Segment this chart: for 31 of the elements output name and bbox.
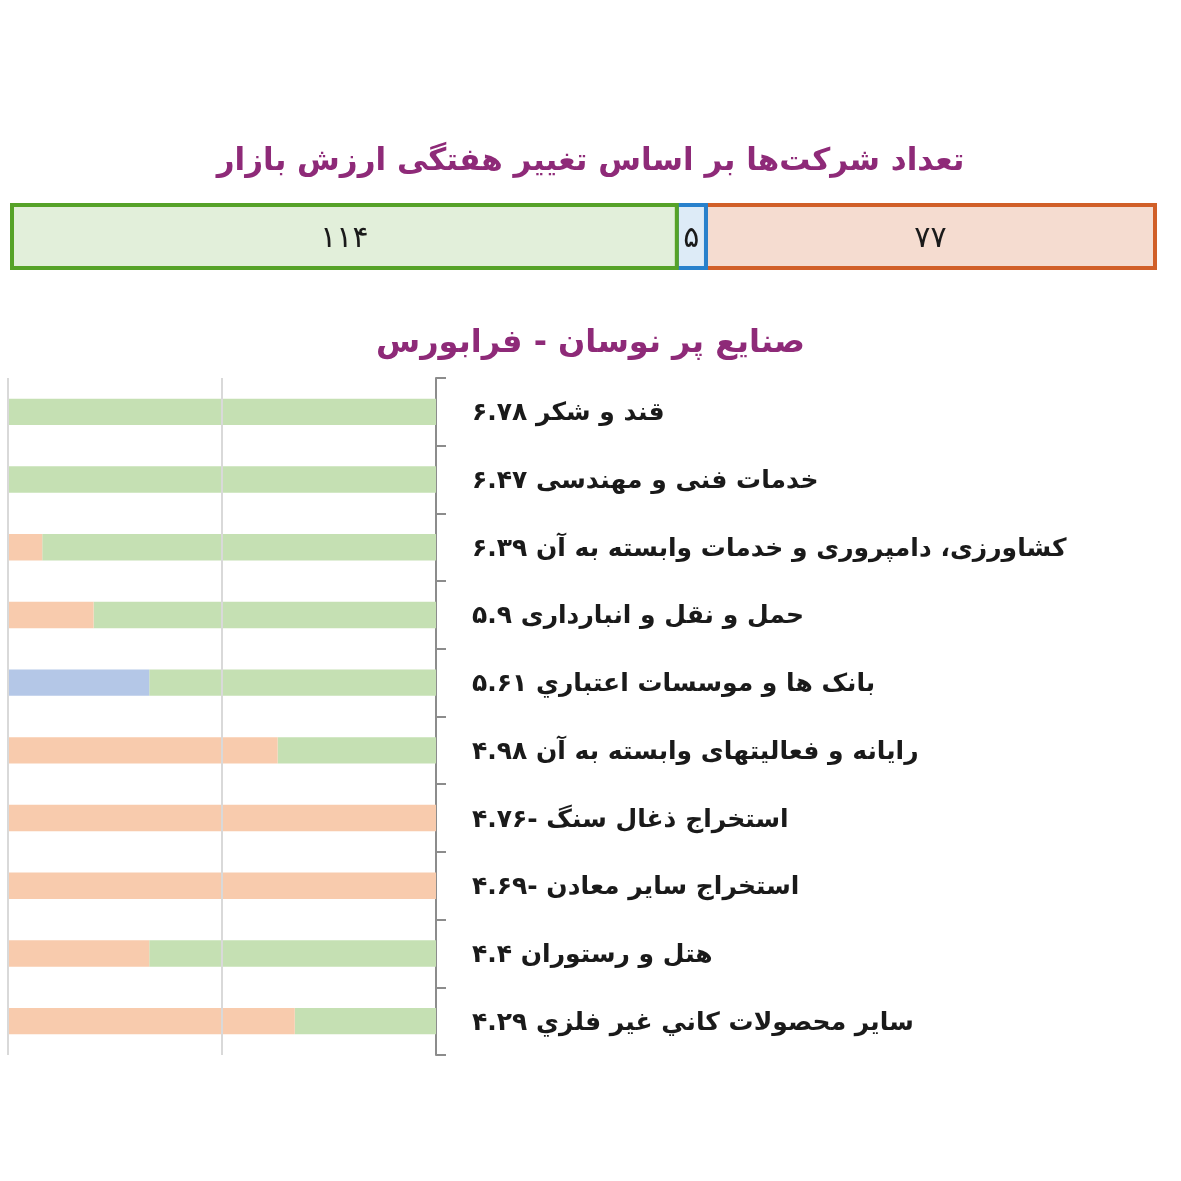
y-tick-label: خدمات فنی و مهندسی ۶.۴۷ bbox=[472, 465, 819, 496]
bar bbox=[8, 804, 436, 832]
bar bbox=[8, 872, 436, 899]
bar bbox=[149, 940, 436, 967]
bar bbox=[8, 737, 278, 764]
bar bbox=[93, 601, 436, 629]
data-label: ۱۱۴ bbox=[320, 219, 369, 254]
y-tick-label: قند و شکر ۶.۷۸ bbox=[472, 397, 665, 428]
bar bbox=[149, 669, 436, 696]
y-tick-label: هتل و رستوران ۴.۴ bbox=[472, 938, 713, 969]
bar bbox=[8, 940, 150, 967]
bar bbox=[277, 737, 436, 764]
chart-title: تعداد شرکت‌ها بر اساس تغییر هفتگی ارزش بازار bbox=[214, 140, 965, 178]
bar bbox=[8, 398, 436, 426]
y-tick-label: حمل و نقل و انبارداری ۵.۹ bbox=[472, 600, 805, 631]
y-tick-label: بانک ها و موسسات اعتباري ۵.۶۱ bbox=[472, 668, 876, 699]
bar bbox=[42, 534, 436, 561]
data-label: ۵ bbox=[683, 219, 700, 254]
bar bbox=[8, 1007, 295, 1035]
data-label: ۷۷ bbox=[914, 219, 947, 254]
bar bbox=[294, 1007, 436, 1035]
bar bbox=[8, 466, 436, 493]
y-tick-label: رایانه و فعالیتهای وابسته به آن ۴.۹۸ bbox=[472, 734, 919, 766]
text: صنایع پر نوسان - فرابورس bbox=[376, 322, 805, 360]
y-tick-label: استخراج ذغال سنگ -۴.۷۶ bbox=[472, 803, 789, 834]
y-tick-label: کشاورزی، دامپروری و خدمات وابسته به آن ۶.۳۹ bbox=[472, 531, 1067, 563]
bar bbox=[8, 669, 150, 696]
bar bbox=[8, 601, 94, 629]
y-tick-label: استخراج سایر معادن -۴.۶۹ bbox=[472, 871, 800, 902]
bar bbox=[8, 534, 43, 561]
y-tick-label: سایر محصولات کاني غیر فلزي ۴.۲۹ bbox=[472, 1006, 914, 1037]
